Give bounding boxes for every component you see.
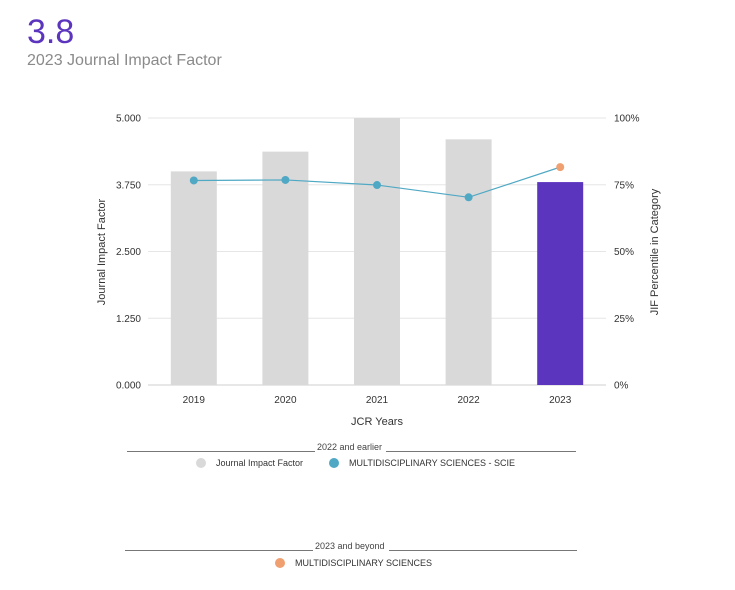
x-axis-label: JCR Years (351, 416, 403, 428)
y2-axis-label: JIF Percentile in Category (649, 188, 661, 315)
percentile-points (189, 163, 565, 202)
legend-rule-left-2 (125, 550, 313, 551)
y2-tick-label: 100% (614, 114, 640, 125)
y-tick-label: 1.250 (116, 314, 141, 325)
legend-label: Journal Impact Factor (216, 458, 304, 468)
percentile-point-2023[interactable] (556, 163, 565, 172)
y2-tick-labels: 0% 25% 50% 75% 100% (614, 114, 640, 392)
x-tick-label: 2022 (457, 395, 480, 406)
legend-item-multidisciplinary-scie[interactable]: MULTIDISCIPLINARY SCIENCES - SCIE (329, 458, 515, 468)
bar-2020[interactable] (262, 151, 309, 385)
bar-2019[interactable] (170, 171, 217, 385)
bar-2022[interactable] (445, 139, 492, 385)
legend-label: MULTIDISCIPLINARY SCIENCES - SCIE (349, 458, 516, 468)
legend-rule-left-1 (127, 451, 315, 452)
y2-tick-label: 25% (614, 314, 634, 325)
percentile-point-2019[interactable] (189, 176, 198, 185)
bars (170, 118, 584, 385)
y-tick-label: 3.750 (116, 180, 141, 191)
percentile-point-2020[interactable] (281, 175, 290, 184)
x-tick-label: 2021 (366, 395, 389, 406)
legend-item-multidisciplinary[interactable]: MULTIDISCIPLINARY SCIENCES (275, 558, 432, 568)
legend-rule-right-1 (386, 451, 576, 452)
legend-label: MULTIDISCIPLINARY SCIENCES (295, 558, 433, 568)
bar-2021[interactable] (354, 118, 400, 385)
legend-swatch-teal-icon (329, 458, 339, 468)
x-tick-label: 2019 (183, 395, 206, 406)
legend-group-title-2: 2023 and beyond (315, 541, 385, 551)
percentile-point-2022[interactable] (464, 193, 473, 202)
x-tick-label: 2020 (274, 395, 297, 406)
y-tick-label: 5.000 (116, 114, 141, 125)
legend-swatch-grey-icon (196, 458, 206, 468)
y-tick-labels: 0.000 1.250 2.500 3.750 5.000 (116, 114, 141, 392)
legend-swatch-orange-icon (275, 558, 285, 568)
x-tick-label: 2023 (549, 395, 572, 406)
y2-tick-label: 50% (614, 247, 634, 258)
legend-item-jif[interactable]: Journal Impact Factor (196, 458, 303, 468)
x-tick-labels: 2019 2020 2021 2022 2023 (183, 395, 572, 406)
y-axis-label: Journal Impact Factor (96, 198, 108, 305)
jif-caption: 2023 Journal Impact Factor (27, 52, 222, 69)
legend-rule-right-2 (389, 550, 577, 551)
y-tick-label: 2.500 (116, 247, 141, 258)
percentile-point-2021[interactable] (373, 181, 381, 190)
y-tick-label: 0.000 (116, 381, 141, 392)
bar-2023[interactable] (537, 182, 584, 385)
y2-tick-label: 75% (614, 180, 634, 191)
jif-value: 3.8 (27, 13, 75, 51)
legend-group-title-1: 2022 and earlier (317, 442, 383, 452)
y2-tick-label: 0% (614, 381, 629, 392)
